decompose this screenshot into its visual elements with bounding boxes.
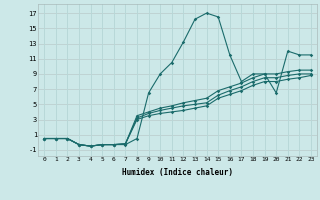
X-axis label: Humidex (Indice chaleur): Humidex (Indice chaleur) — [122, 168, 233, 177]
